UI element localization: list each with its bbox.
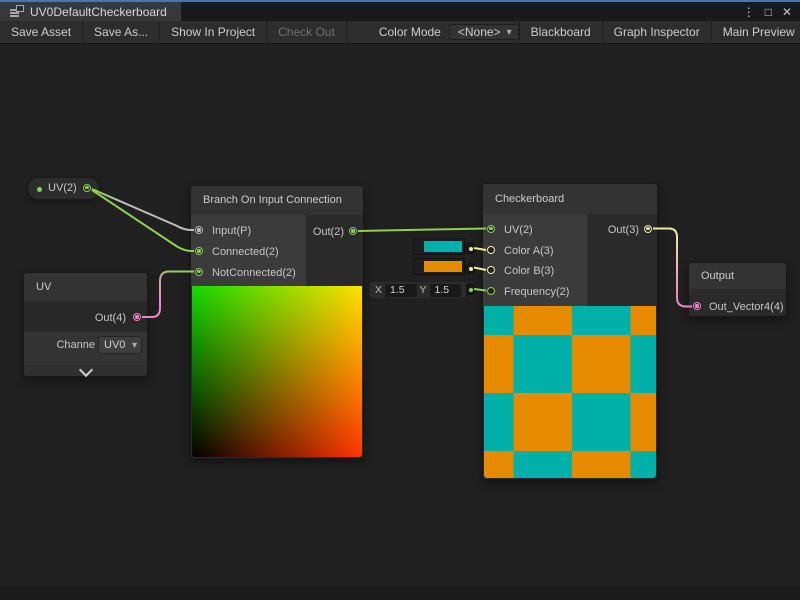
channel-control-row: Channe UV0 ▾ — [24, 332, 147, 361]
tab-bar: UV0DefaultCheckerboard ⋮ □ ✕ — [0, 2, 800, 21]
port-color-b[interactable] — [487, 266, 495, 274]
port-uv[interactable] — [487, 224, 495, 233]
close-icon[interactable]: ✕ — [781, 4, 792, 19]
edge-layer — [91, 188, 692, 318]
port-label: Input(P) — [212, 225, 252, 237]
node-title: Branch On Input Connection — [203, 194, 342, 206]
bottom-strip — [0, 586, 800, 600]
port-label: Color B(3) — [504, 265, 555, 277]
edge-out3-to-output[interactable] — [653, 227, 692, 308]
channel-label: Channe — [56, 339, 95, 351]
toolbar: Save Asset Save As... Show In Project Ch… — [0, 21, 800, 44]
kebab-menu-icon[interactable]: ⋮ — [742, 4, 755, 19]
port-out2[interactable] — [349, 227, 357, 235]
port-input-p[interactable] — [195, 226, 203, 234]
window-controls: ⋮ □ ✕ — [743, 2, 800, 21]
chevron-down-icon — [78, 362, 93, 378]
node-header[interactable] — [24, 273, 147, 302]
input-ports-section — [689, 289, 786, 316]
tab-title: UV0DefaultCheckerboard — [30, 4, 167, 19]
frequency-y-input[interactable]: 1.5 — [429, 283, 461, 297]
color-a-swatch[interactable] — [413, 238, 465, 255]
edge-frequency-default[interactable] — [473, 288, 487, 292]
port-connected[interactable] — [195, 247, 203, 255]
input-ports-section — [191, 215, 306, 286]
channel-value: UV0 — [104, 339, 126, 351]
graph-inspector-toggle-button[interactable]: Graph Inspector — [601, 21, 711, 43]
pill-label: UV(2) — [48, 182, 77, 194]
output-ports-section — [306, 215, 363, 286]
dropdown-arrow-icon: ▾ — [506, 26, 512, 38]
node-header[interactable] — [191, 186, 363, 216]
port-notconnected[interactable] — [195, 267, 203, 276]
edge-pill-to-input-p[interactable] — [91, 188, 194, 231]
collapse-row[interactable] — [24, 361, 147, 378]
node-title: Output — [701, 270, 735, 282]
shader-graph-asset-icon — [10, 5, 24, 18]
port-out3[interactable] — [644, 224, 652, 233]
toolbar-right-group: Blackboard Graph Inspector Main Preview — [518, 21, 800, 43]
uv-gradient-preview — [192, 286, 362, 457]
edge-uvout4-to-notconnected[interactable] — [142, 270, 194, 318]
input-ports-section — [483, 214, 587, 306]
port-label: NotConnected(2) — [212, 266, 296, 279]
port-label: Out(2) — [312, 226, 344, 238]
node-checkerboard[interactable]: Checkerboard UV(2) Color A(3) Color B(3)… — [482, 183, 658, 480]
port-label: Out(3) — [607, 224, 639, 236]
output-ports-section — [24, 301, 147, 332]
dropdown-arrow-icon: ▾ — [131, 339, 137, 351]
y-label: Y — [419, 284, 427, 296]
port-label: UV(2) — [504, 223, 533, 236]
port-label: Frequency(2) — [504, 285, 570, 298]
pill-state-dot-icon — [37, 186, 42, 192]
main-preview-toggle-button[interactable]: Main Preview — [710, 21, 800, 43]
color-mode-label: Color Mode — [378, 25, 441, 39]
port-frequency[interactable] — [487, 286, 495, 295]
save-as-button[interactable]: Save As... — [83, 21, 161, 43]
node-uv2-pill[interactable]: UV(2) — [27, 177, 100, 200]
node-output[interactable]: Output Out_Vector4(4) — [688, 262, 787, 317]
color-b-swatch[interactable] — [413, 258, 465, 275]
color-b-chip[interactable] — [424, 261, 462, 272]
pill-output-port[interactable] — [83, 183, 91, 192]
window-accent-line — [0, 0, 800, 2]
node-title: UV — [36, 281, 52, 293]
port-label: Connected(2) — [212, 246, 279, 258]
save-asset-button[interactable]: Save Asset — [0, 21, 84, 43]
frequency-vector2-field: X 1.5 Y 1.5 — [370, 282, 466, 298]
frequency-x-input[interactable]: 1.5 — [385, 283, 417, 297]
channel-dropdown[interactable]: UV0 ▾ — [98, 336, 142, 354]
node-branch-on-input-connection[interactable]: Branch On Input Connection Input(P) Conn… — [190, 185, 364, 459]
color-mode-dropdown[interactable]: <None> ▾ — [448, 24, 519, 40]
port-label: Out(4) — [94, 312, 126, 324]
maximize-icon[interactable]: □ — [764, 4, 772, 19]
edge-colora-default[interactable] — [473, 247, 487, 251]
color-mode-value: <None> — [457, 25, 501, 39]
edge-pill-to-connected[interactable] — [91, 189, 194, 252]
tab-uv0defaultcheckerboard[interactable]: UV0DefaultCheckerboard — [0, 2, 181, 21]
edge-out2-to-uv2[interactable] — [357, 227, 487, 232]
port-label: Out_Vector4(4) — [709, 301, 784, 313]
x-label: X — [375, 284, 383, 296]
blackboard-toggle-button[interactable]: Blackboard — [518, 21, 602, 43]
node-title: Checkerboard — [495, 193, 565, 205]
port-out-vector4[interactable] — [693, 302, 701, 310]
checkerboard-preview — [484, 306, 656, 478]
node-uv[interactable]: UV Out(4) Channe UV0 ▾ — [23, 272, 148, 378]
show-in-project-button[interactable]: Show In Project — [160, 21, 268, 43]
port-label: Color A(3) — [504, 245, 554, 257]
graph-canvas[interactable]: UV(2) Branch On Input Connection Input(P… — [0, 44, 800, 600]
color-a-chip[interactable] — [424, 241, 462, 252]
port-color-a[interactable] — [487, 246, 495, 254]
port-out4[interactable] — [133, 313, 141, 321]
edge-colorb-default[interactable] — [473, 266, 487, 271]
check-out-button: Check Out — [267, 21, 347, 43]
